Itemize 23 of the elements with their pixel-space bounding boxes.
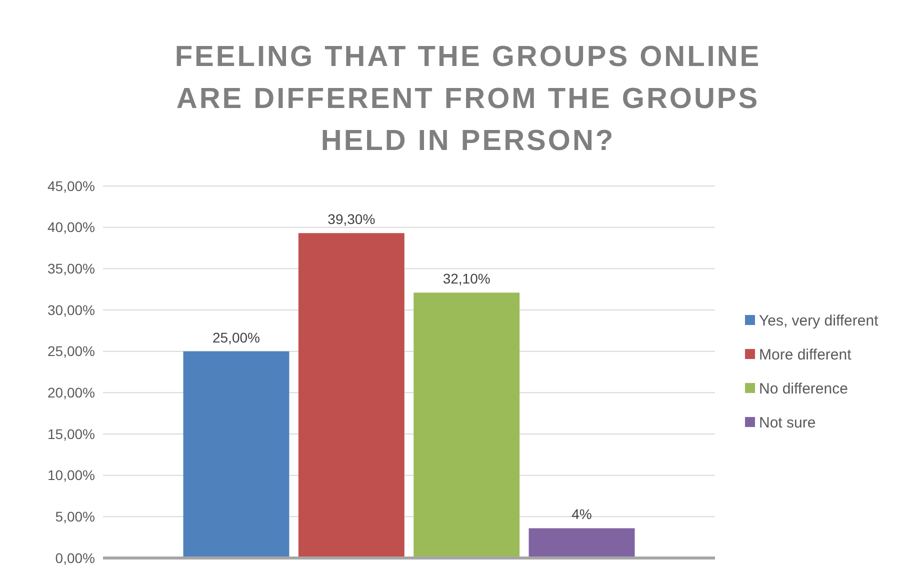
y-tick-label: 20,00% bbox=[48, 384, 95, 401]
y-tick-label: 30,00% bbox=[48, 302, 95, 318]
y-tick-label: 35,00% bbox=[48, 260, 95, 277]
y-tick-label: 5,00% bbox=[55, 508, 95, 525]
bar bbox=[183, 351, 290, 558]
legend-label: Not sure bbox=[759, 414, 816, 432]
y-tick-label: 10,00% bbox=[48, 467, 95, 484]
bar bbox=[528, 528, 635, 558]
y-tick-label: 15,00% bbox=[48, 426, 95, 442]
chart-title: FEELING THAT THE GROUPS ONLINE ARE DIFFERENT FROM THE GROUPS HELD IN PERSON? bbox=[174, 41, 762, 157]
bar bbox=[298, 233, 404, 558]
legend-label: More different bbox=[759, 346, 852, 364]
legend-label: Yes, very different bbox=[759, 312, 880, 330]
y-tick-label: 40,00% bbox=[48, 219, 95, 236]
data-label: 32,10% bbox=[442, 270, 490, 287]
data-label: 4% bbox=[572, 506, 592, 522]
y-tick-label: 25,00% bbox=[48, 343, 95, 360]
bar bbox=[414, 292, 520, 558]
y-tick-label: 45,00% bbox=[48, 178, 95, 194]
legend-label: No difference bbox=[759, 380, 848, 398]
y-tick-label: 0,00% bbox=[55, 550, 95, 566]
data-label: 25,00% bbox=[212, 329, 260, 346]
data-label: 39,30% bbox=[328, 211, 376, 228]
